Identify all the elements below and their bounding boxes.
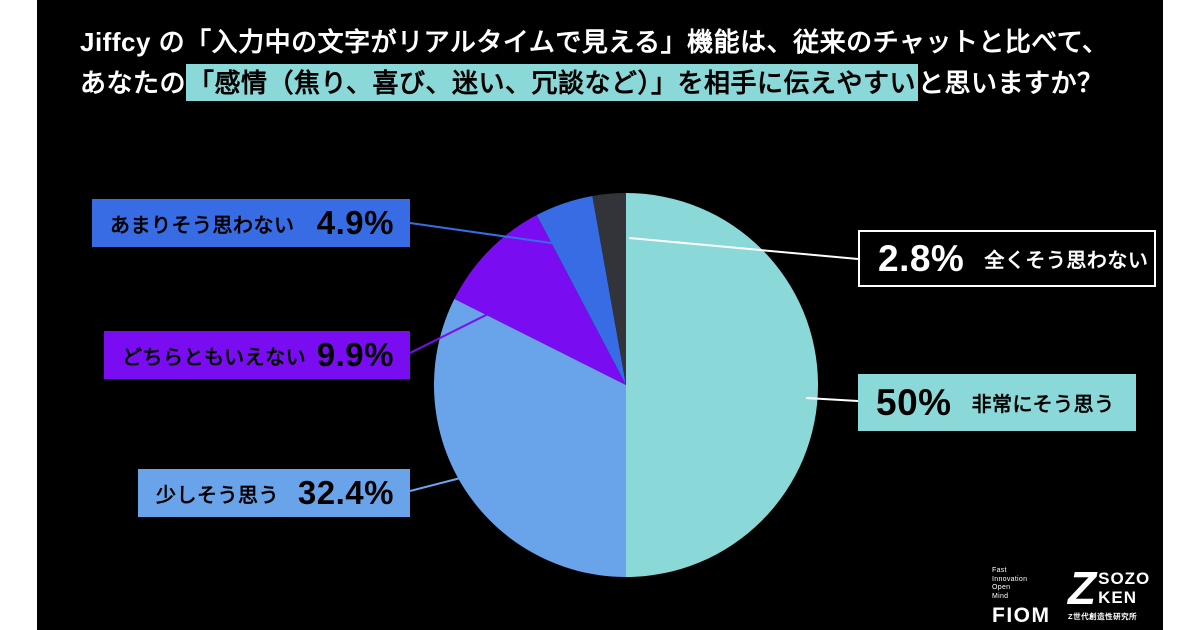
- callout-percent: 4.9%: [316, 204, 394, 241]
- callout-label: 少しそう思う: [156, 484, 279, 507]
- sozoken-z-icon: Z: [1068, 562, 1097, 614]
- callout-hijou-ni-sou-omou: 50% 非常にそう思う: [858, 374, 1136, 431]
- pie-slice-0: [626, 193, 818, 577]
- sozoken-wordmark: SOZO KEN: [1098, 569, 1151, 607]
- pie-slice-4: [592, 193, 626, 385]
- callout-percent: 2.8%: [878, 237, 965, 279]
- sozoken-logo: Z SOZO KEN Z世代創造性研究所: [1068, 562, 1168, 622]
- callout-label: 非常にそう思う: [971, 394, 1115, 416]
- title-line-1: Jiffcy の「入力中の文字がリアルタイムで見える」機能は、従来のチャットと比…: [80, 27, 1109, 57]
- sozoken-caption: Z世代創造性研究所: [1068, 612, 1138, 621]
- pie-slice-1: [434, 298, 626, 577]
- callout-sukoshi-sou-omou: 少しそう思う 32.4%: [138, 469, 410, 517]
- fiom-wordmark: FIOM: [992, 604, 1051, 627]
- title-line2-pre: あなたの: [80, 68, 187, 98]
- title-line-2: あなたの「感情（焦り、喜び、迷い、冗談など）」を相手に伝えやすいと思いますか？: [80, 63, 1150, 104]
- survey-question-title: Jiffcy の「入力中の文字がリアルタイムで見える」機能は、従来のチャットと比…: [80, 22, 1150, 104]
- callout-dochira-tomo-ienai: どちらともいえない 9.9%: [104, 331, 410, 379]
- title-highlight: 「感情（焦り、喜び、迷い、冗談など）」を相手に伝えやすい: [186, 64, 918, 101]
- callout-percent: 50%: [876, 381, 952, 423]
- callout-label: あまりそう思わない: [110, 214, 295, 237]
- callout-label: どちらともいえない: [122, 346, 307, 369]
- callout-amari-sou-omowanai: あまりそう思わない 4.9%: [92, 199, 410, 247]
- pie-chart: [434, 193, 818, 577]
- callout-mattaku-sou-omowanai: 2.8% 全くそう思わない: [858, 230, 1156, 287]
- fiom-tagline: Fast Innovation Open Mind: [992, 567, 1028, 600]
- pie-slice-2: [454, 215, 626, 385]
- title-line2-post: と思いますか？: [917, 68, 1104, 98]
- callout-percent: 9.9%: [316, 336, 394, 373]
- fiom-logo: Fast Innovation Open Mind FIOM: [992, 567, 1051, 628]
- callout-percent: 32.4%: [297, 474, 394, 511]
- callout-label: 全くそう思わない: [984, 250, 1149, 272]
